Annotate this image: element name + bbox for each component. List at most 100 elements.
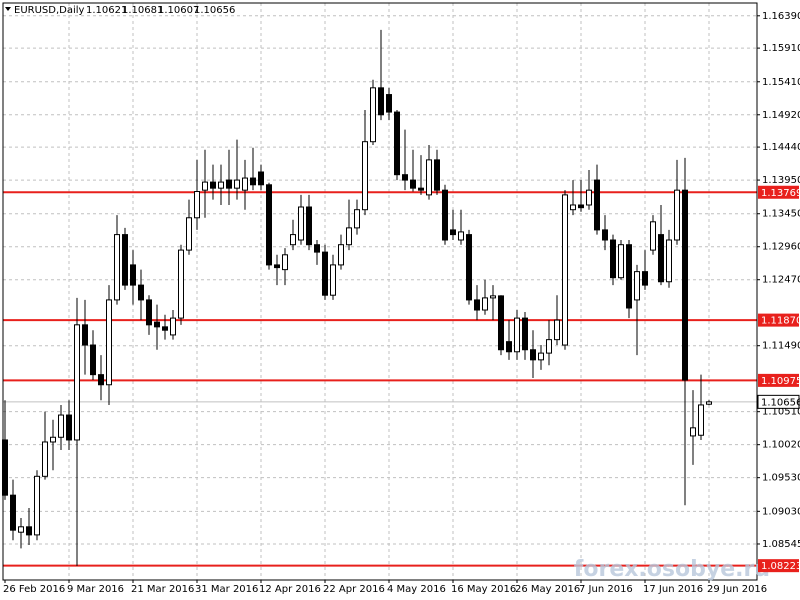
y-tick-label: 1.14920 bbox=[762, 110, 800, 121]
axis-labels: 1.16390 1.15910 1.15410 1.14920 1.14440 1.139… bbox=[3, 11, 800, 595]
candle-body bbox=[34, 475, 40, 536]
candle-body bbox=[138, 284, 144, 301]
candle-body bbox=[586, 189, 592, 206]
candle-body bbox=[226, 179, 232, 189]
candle-body bbox=[282, 254, 288, 271]
candle-body bbox=[458, 231, 464, 241]
y-tick-label: 1.12470 bbox=[762, 275, 800, 286]
candle-body bbox=[570, 204, 576, 211]
candles bbox=[2, 29, 712, 566]
header-low: 1.10607 bbox=[158, 5, 199, 16]
x-tick-label: 16 May 2016 bbox=[451, 584, 516, 595]
chart-title: EURUSD,Daily bbox=[14, 5, 85, 16]
candle-body bbox=[202, 181, 208, 191]
candle-body bbox=[554, 319, 560, 341]
candle-body bbox=[194, 191, 200, 219]
candle-body bbox=[482, 297, 488, 311]
candle-body bbox=[394, 111, 400, 176]
x-tick-label: 7 Jun 2016 bbox=[579, 584, 633, 595]
level-box bbox=[758, 373, 799, 387]
candle-body bbox=[610, 239, 616, 279]
candle-body bbox=[466, 234, 472, 301]
candle-body bbox=[250, 177, 256, 186]
candle-body bbox=[410, 179, 416, 189]
candle-body bbox=[170, 317, 176, 336]
y-tick-label: 1.15910 bbox=[762, 43, 800, 54]
candle-body bbox=[666, 239, 672, 283]
x-tick-label: 4 May 2016 bbox=[387, 584, 446, 595]
y-tick-label: 1.13450 bbox=[762, 209, 800, 220]
candle-body bbox=[178, 249, 184, 319]
candle-body bbox=[242, 177, 248, 191]
candle-body bbox=[674, 189, 680, 241]
candle-body bbox=[274, 264, 280, 269]
candle-body bbox=[370, 87, 376, 143]
candle-body bbox=[66, 414, 72, 441]
candle-body bbox=[354, 209, 360, 229]
candle-body bbox=[162, 326, 168, 331]
y-tick-label: 1.13950 bbox=[762, 175, 800, 186]
level-box bbox=[758, 185, 799, 199]
candle-body bbox=[490, 295, 496, 299]
candle-body bbox=[298, 206, 304, 241]
candle-body bbox=[498, 295, 504, 351]
candle-body bbox=[434, 159, 440, 191]
y-tick-label: 1.10510 bbox=[762, 407, 800, 418]
candle-body bbox=[418, 187, 424, 191]
candle-body bbox=[74, 324, 80, 441]
candle-body bbox=[330, 264, 336, 296]
candle-body bbox=[522, 317, 528, 351]
candle-body bbox=[642, 271, 648, 286]
candle-body bbox=[258, 171, 264, 186]
candle-body bbox=[634, 271, 640, 301]
candle-body bbox=[314, 244, 320, 253]
level-box bbox=[758, 559, 799, 573]
header-open: 1.10621 bbox=[86, 5, 127, 16]
x-tick-label: 29 Jun 2016 bbox=[707, 584, 767, 595]
candle-body bbox=[210, 181, 216, 189]
y-tick-label: 1.08545 bbox=[762, 539, 800, 550]
candle-body bbox=[186, 217, 192, 251]
candle-body bbox=[114, 234, 120, 301]
last-price-label: 1.10656 bbox=[761, 397, 800, 408]
candle-body bbox=[426, 159, 432, 196]
x-tick-label: 17 Jun 2016 bbox=[643, 584, 703, 595]
menu-triangle bbox=[5, 7, 11, 11]
y-tick-label: 1.09530 bbox=[762, 473, 800, 484]
y-tick-label: 1.09030 bbox=[762, 506, 800, 517]
level-label: 1.08223 bbox=[761, 561, 800, 572]
last-price-box bbox=[757, 394, 800, 409]
candle-body bbox=[578, 204, 584, 209]
candle-body bbox=[10, 494, 16, 531]
candle-body bbox=[602, 229, 608, 241]
candle-body bbox=[338, 244, 344, 266]
candle-body bbox=[386, 94, 392, 113]
candle-body bbox=[618, 244, 624, 279]
x-tick-label: 9 Mar 2016 bbox=[67, 584, 124, 595]
candle-body bbox=[154, 321, 160, 328]
candle-body bbox=[130, 264, 136, 286]
level-label: 1.13769 bbox=[761, 188, 800, 199]
x-tick-label: 22 Apr 2016 bbox=[323, 584, 385, 595]
candle-body bbox=[234, 179, 240, 189]
candle-body bbox=[146, 299, 152, 326]
level-label: 1.10975 bbox=[761, 376, 800, 387]
y-tick-label: 1.12960 bbox=[762, 242, 800, 253]
candle-body bbox=[42, 441, 48, 477]
candle-body bbox=[706, 401, 712, 405]
x-tick-label: 26 Feb 2016 bbox=[3, 584, 65, 595]
header-high: 1.10681 bbox=[122, 5, 163, 16]
candle-body bbox=[18, 526, 24, 533]
x-tick-label: 26 May 2016 bbox=[515, 584, 580, 595]
candle-body bbox=[514, 317, 520, 353]
x-tick-label: 12 Apr 2016 bbox=[259, 584, 321, 595]
candle-body bbox=[82, 324, 88, 346]
candle-body bbox=[26, 526, 32, 536]
candle-body bbox=[682, 189, 688, 381]
candle-body bbox=[98, 374, 104, 386]
y-tick-label: 1.10020 bbox=[762, 440, 800, 451]
candle-body bbox=[90, 344, 96, 376]
candle-body bbox=[530, 349, 536, 361]
watermark: forex.osobye.ru bbox=[574, 557, 770, 582]
